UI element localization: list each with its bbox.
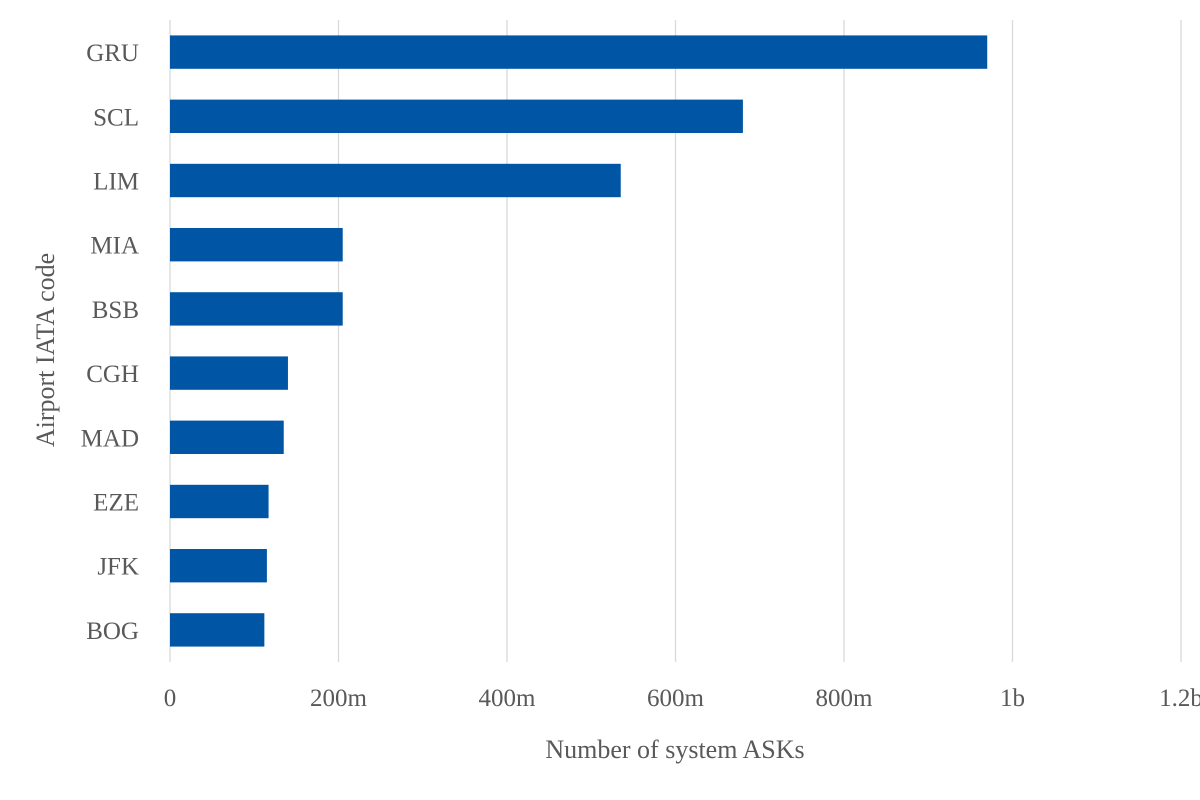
bar-bsb	[170, 292, 343, 326]
y-tick-label: SCL	[93, 104, 139, 131]
y-tick-label: BSB	[92, 297, 139, 324]
y-tick-labels: GRU SCL LIM MIA BSB CGH MAD EZE JFK BOG	[81, 40, 139, 645]
y-axis-title: Airport IATA code	[31, 253, 60, 447]
x-axis-title: Number of system ASKs	[545, 735, 804, 764]
bar-eze	[170, 484, 269, 519]
y-tick-label: MIA	[90, 233, 139, 260]
y-tick-label: LIM	[93, 169, 139, 196]
bar-lim	[170, 163, 621, 198]
x-tick-label: 600m	[647, 685, 705, 712]
x-tick-labels: 0 200m 400m 600m 800m 1b 1.2b	[164, 685, 1200, 712]
bar-gru	[170, 35, 988, 69]
x-tick-label: 1.2b	[1159, 685, 1200, 712]
bar-cgh	[170, 356, 288, 390]
bars	[170, 35, 988, 647]
y-tick-label: GRU	[86, 40, 139, 67]
y-tick-label: CGH	[86, 361, 139, 388]
y-tick-label: EZE	[93, 490, 139, 517]
y-tick-label: JFK	[97, 554, 139, 581]
x-tick-label: 0	[164, 685, 177, 712]
bar-bog	[170, 613, 265, 647]
bar-scl	[170, 99, 743, 133]
y-tick-label: BOG	[86, 618, 139, 645]
bar-jfk	[170, 549, 267, 583]
x-tick-label: 1b	[1000, 685, 1025, 712]
x-tick-label: 800m	[816, 685, 874, 712]
bar-mia	[170, 228, 343, 262]
y-tick-label: MAD	[81, 425, 139, 452]
bar-mad	[170, 420, 284, 454]
x-tick-label: 200m	[310, 685, 368, 712]
x-tick-label: 400m	[479, 685, 537, 712]
